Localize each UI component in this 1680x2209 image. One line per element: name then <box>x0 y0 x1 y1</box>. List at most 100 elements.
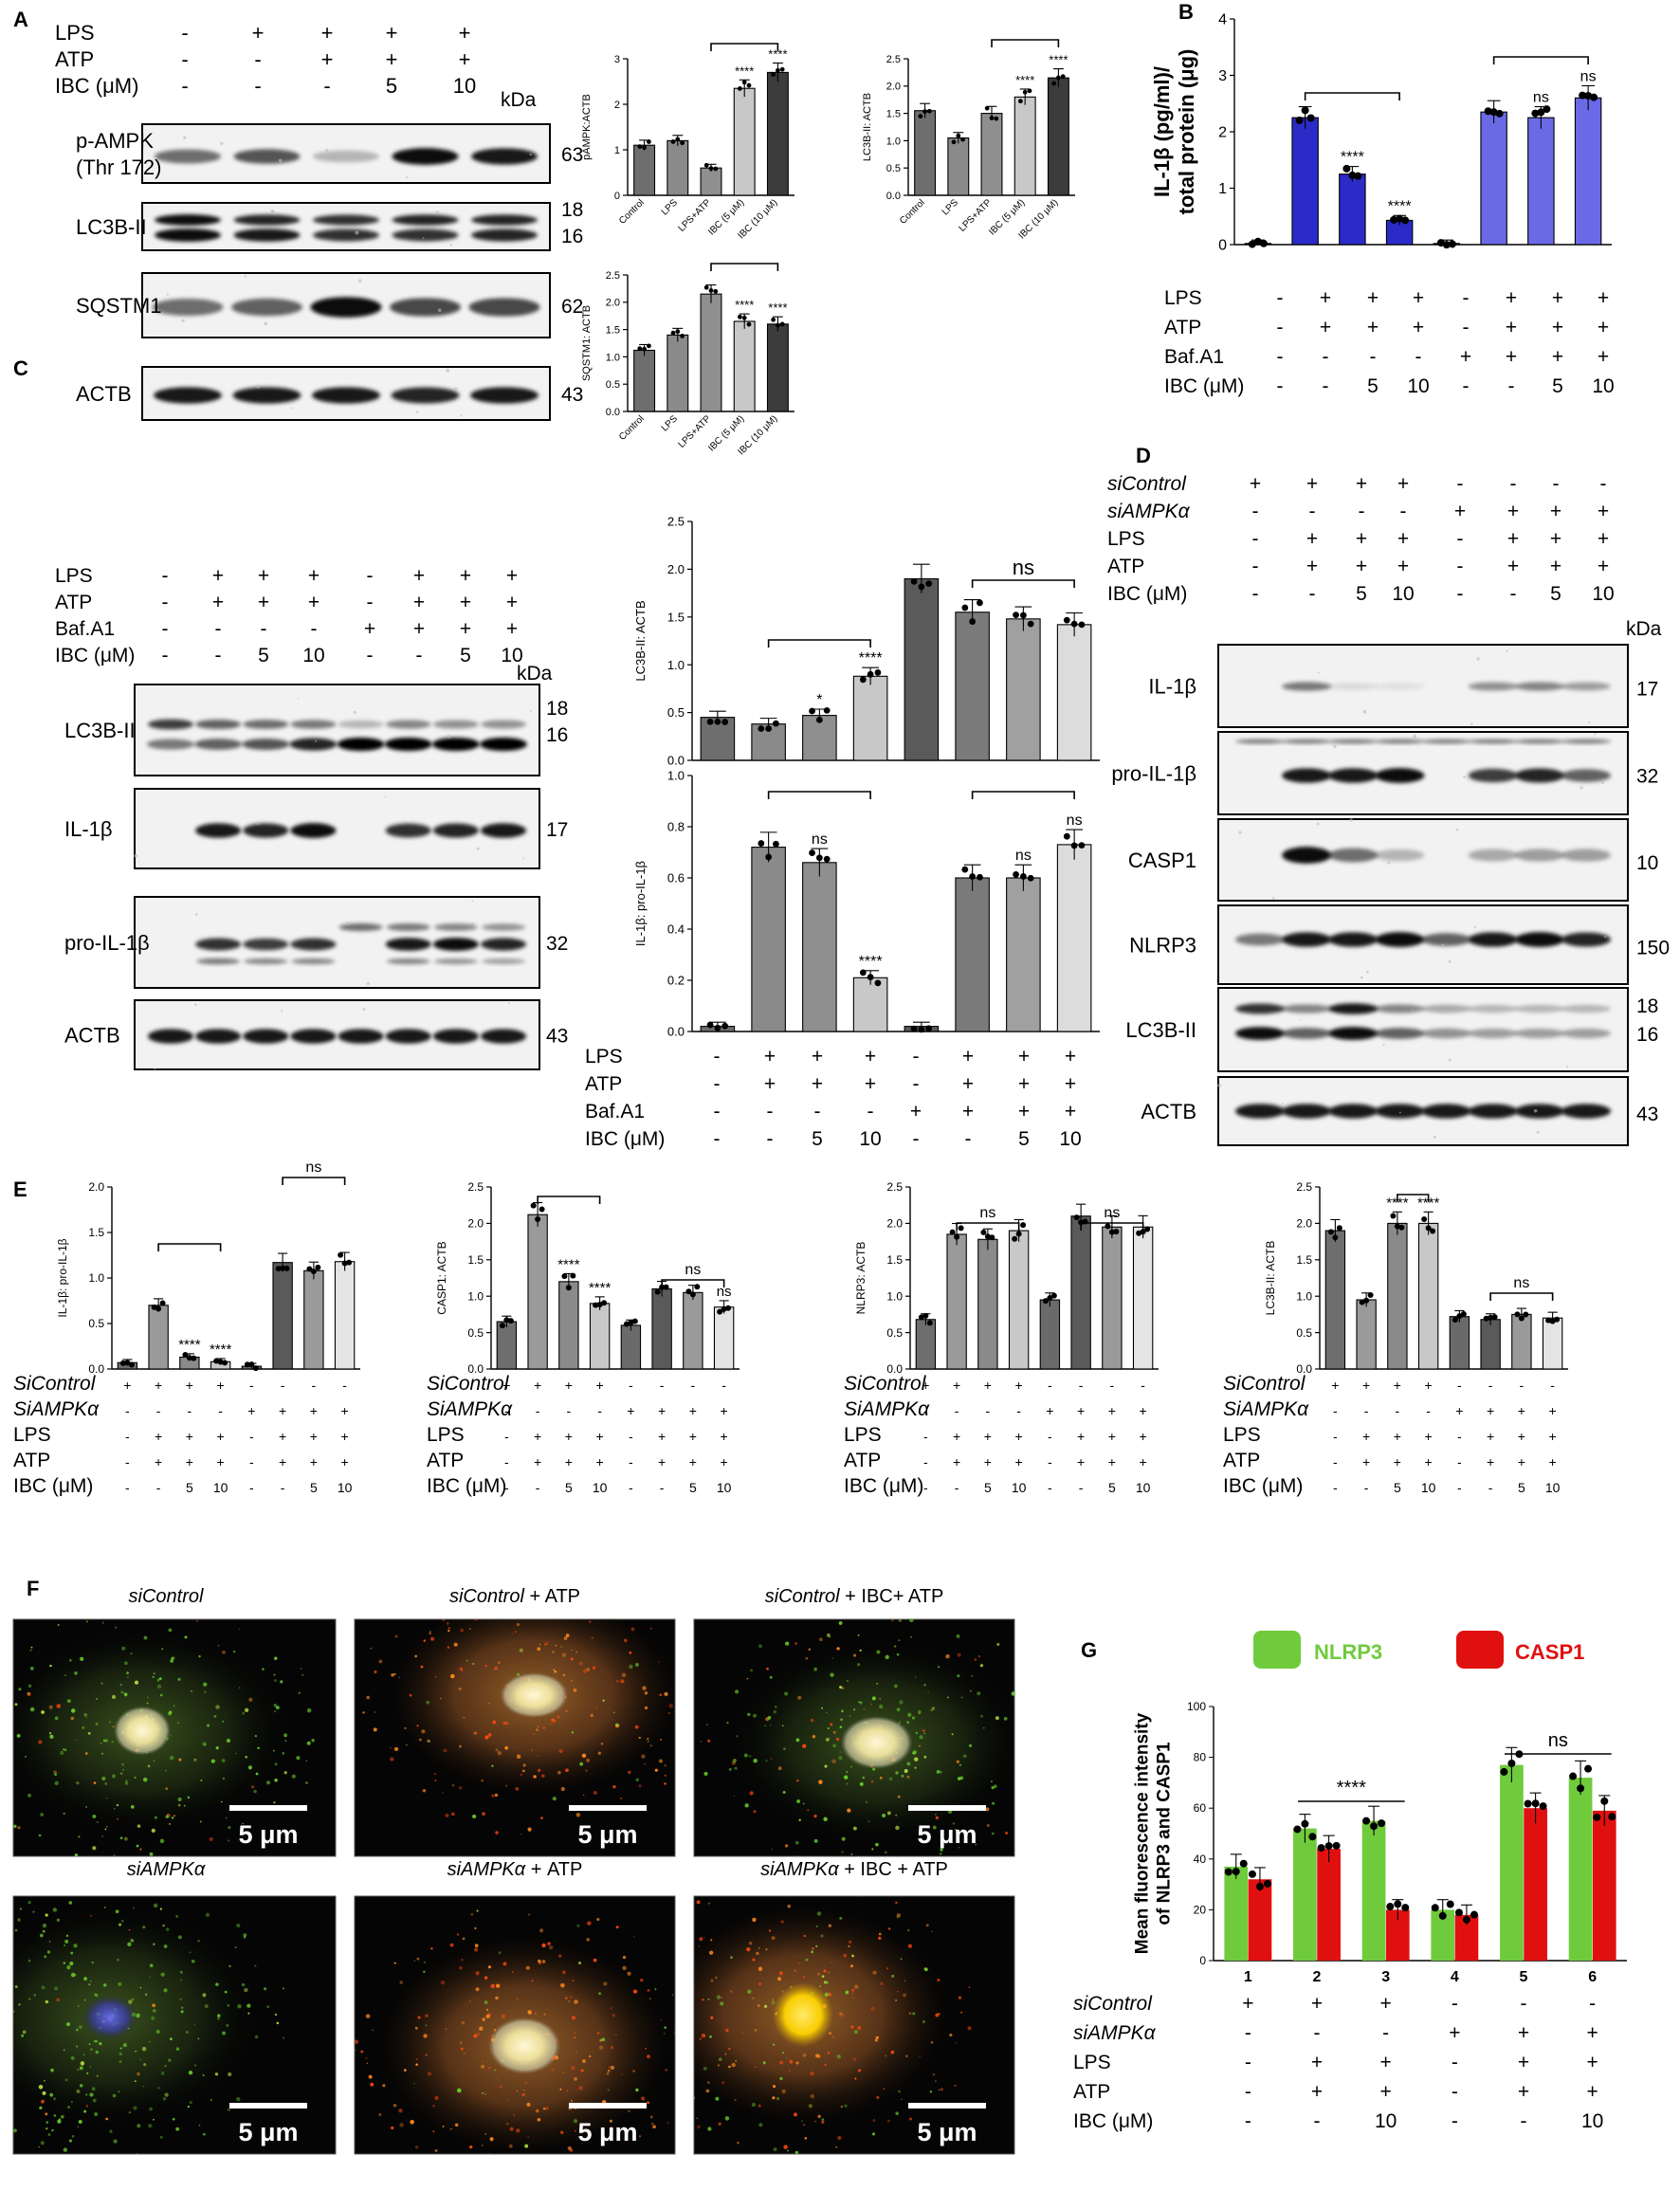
bar <box>766 71 789 196</box>
western-blot <box>134 999 540 1070</box>
data-point <box>341 1260 348 1267</box>
treatment-sign: - <box>1245 2052 1251 2073</box>
western-blot <box>141 366 551 421</box>
treatment-sign: + <box>1356 556 1367 577</box>
treatment-sign: + <box>962 1046 974 1068</box>
treatment-sign: - <box>1333 1480 1338 1495</box>
western-blot <box>1217 1076 1629 1146</box>
data-point <box>1518 1315 1525 1322</box>
treatment-sign: + <box>217 1429 225 1444</box>
treatment-label: SiControl <box>1223 1373 1306 1395</box>
significance-mark: **** <box>768 301 787 315</box>
data-point <box>1507 1760 1516 1768</box>
data-point <box>703 284 709 290</box>
treatment-label: SiControl <box>844 1373 927 1395</box>
data-point <box>776 322 780 328</box>
treatment-label: Baf.A1 <box>585 1101 645 1123</box>
scale-bar <box>908 2103 986 2109</box>
bar <box>1356 1299 1377 1370</box>
treatment-sign: - <box>504 1454 509 1470</box>
y-tick-label: 0.8 <box>667 820 685 834</box>
bar-nlrp3 <box>1361 1820 1386 1961</box>
treatment-sign: 10 <box>1421 1480 1436 1495</box>
comparison-bracket <box>710 43 779 51</box>
blot-label: LC3B-II <box>1125 1018 1196 1042</box>
data-point <box>1324 1842 1333 1851</box>
treatment-sign: 10 <box>1059 1128 1081 1150</box>
data-point <box>779 66 785 72</box>
treatment-sign: - <box>1457 1454 1462 1470</box>
data-point <box>1140 1229 1146 1235</box>
data-point <box>859 969 867 977</box>
scale-bar-label: 5 μm <box>577 2118 637 2146</box>
bar-chart: 0.0 0.5 1.0 1.5 2.0 2.5 LC3B-II: ACTB **** **** n… <box>1264 1180 1568 1376</box>
comparison-bracket <box>1489 1292 1554 1301</box>
treatment-sign: - <box>1415 346 1422 368</box>
treatment-sign: - <box>923 1454 928 1470</box>
data-point <box>186 1355 192 1361</box>
data-point <box>1070 842 1078 849</box>
x-tick-label: 1 <box>1244 1969 1252 1985</box>
bracket-label: ns <box>1548 1730 1568 1751</box>
kda-label: kDa <box>517 663 553 685</box>
data-point <box>306 1266 313 1272</box>
treatment-label: ATP <box>55 592 92 613</box>
y-axis-label: LC3B-II: ACTB <box>633 600 648 681</box>
treatment-sign: - <box>1426 1403 1431 1418</box>
data-point <box>741 80 747 85</box>
significance-mark: **** <box>178 1337 201 1353</box>
data-point <box>1523 1311 1529 1318</box>
treatment-sign: + <box>962 1073 974 1095</box>
data-point <box>1488 1314 1494 1321</box>
data-point <box>222 1360 228 1366</box>
treatment-sign: + <box>279 1454 286 1470</box>
y-tick-label: 1.0 <box>1296 1289 1312 1303</box>
bar <box>955 877 990 1032</box>
treatment-sign: + <box>764 1046 776 1068</box>
legend-swatch-casp1 <box>1456 1631 1504 1669</box>
data-point <box>874 668 882 676</box>
treatment-sign: + <box>962 1101 974 1123</box>
data-point <box>823 855 831 863</box>
data-point <box>248 1361 255 1368</box>
image-title: siControl + IBC+ ATP <box>765 1586 944 1607</box>
treatment-sign: + <box>386 21 398 45</box>
data-point <box>1495 109 1504 118</box>
data-point <box>977 599 983 607</box>
data-point <box>737 314 742 319</box>
treatment-label: SiAMPKα <box>844 1398 930 1420</box>
treatment-sign: 10 <box>213 1480 228 1495</box>
data-point <box>1255 1882 1264 1890</box>
significance-mark: **** <box>1341 150 1364 166</box>
treatment-sign: 5 <box>1018 1128 1030 1150</box>
bar <box>1102 1226 1123 1370</box>
treatment-sign: + <box>1549 1403 1557 1418</box>
data-point <box>703 162 709 168</box>
bar <box>914 110 937 196</box>
treatment-sign: + <box>1518 2081 1529 2103</box>
data-point <box>1336 1225 1342 1232</box>
treatment-sign: + <box>258 592 269 613</box>
treatment-sign: + <box>1362 1454 1370 1470</box>
data-point <box>773 840 779 848</box>
treatment-sign: + <box>1015 1378 1023 1393</box>
data-point <box>1239 1859 1248 1868</box>
treatment-sign: - <box>1382 2022 1389 2044</box>
treatment-sign: + <box>1598 287 1609 309</box>
bar-nlrp3 <box>1568 1778 1593 1961</box>
treatment-sign: + <box>1018 1046 1030 1068</box>
treatment-label: IBC (μM) <box>427 1475 506 1497</box>
significance-mark: ns <box>1533 90 1549 106</box>
bar <box>633 349 656 412</box>
data-point <box>1394 1900 1402 1908</box>
data-point <box>867 670 874 678</box>
treatment-sign: + <box>310 1403 318 1418</box>
treatment-sign: - <box>156 1480 161 1495</box>
treatment-sign: + <box>506 592 518 613</box>
data-point <box>593 1302 599 1308</box>
treatment-sign: + <box>212 592 224 613</box>
data-point <box>561 1273 568 1280</box>
treatment-sign: 5 <box>386 74 397 98</box>
data-point <box>926 1320 933 1326</box>
data-point <box>601 1300 608 1306</box>
